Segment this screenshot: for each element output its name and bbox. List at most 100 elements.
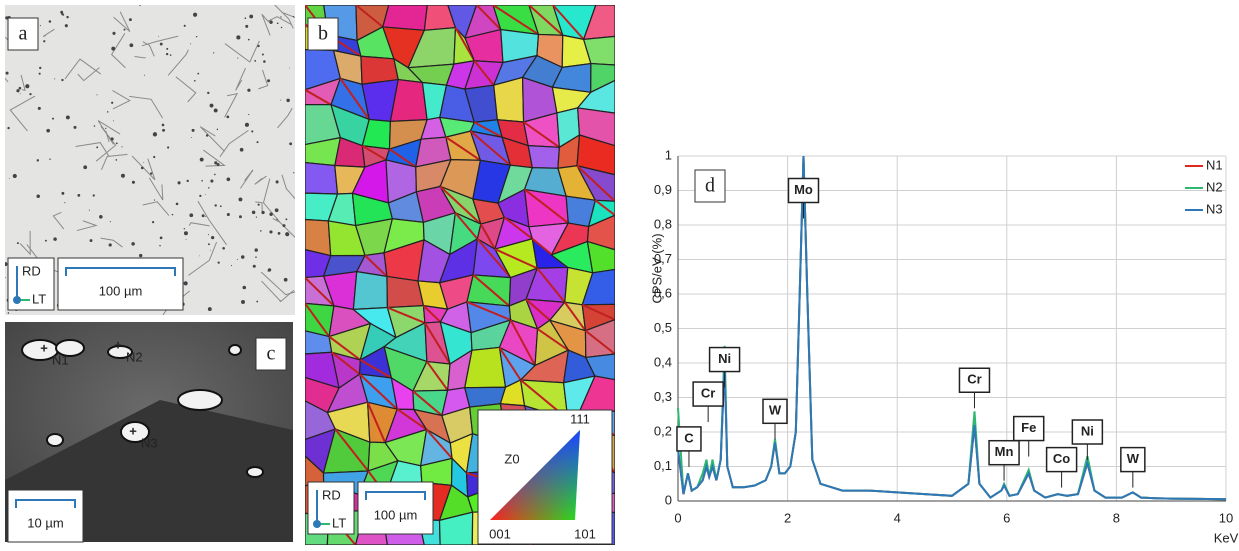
grain <box>587 199 615 228</box>
x-tick-label: 8 <box>1113 510 1120 525</box>
inclusion <box>106 111 109 113</box>
twin <box>454 212 479 240</box>
ipf-corner: 111 <box>570 411 590 426</box>
grain-boundary <box>42 28 55 38</box>
inclusion <box>143 162 145 163</box>
inclusion <box>73 125 77 129</box>
grain-boundary <box>142 201 170 216</box>
twin <box>454 27 476 62</box>
scale-bar <box>15 499 76 508</box>
inclusion <box>244 17 247 20</box>
grain-boundary <box>203 149 226 167</box>
twin <box>492 5 540 36</box>
twin <box>472 274 510 307</box>
inclusion <box>279 300 281 302</box>
inclusion <box>131 180 135 184</box>
inclusion <box>245 24 249 28</box>
inclusion <box>236 258 238 260</box>
inclusion <box>39 66 42 70</box>
inclusion <box>52 117 54 120</box>
inclusion <box>210 179 214 183</box>
y-tick-label: 1 <box>665 147 672 162</box>
grain-boundary <box>19 230 31 256</box>
spectrum-line <box>677 155 1227 501</box>
inclusion <box>18 86 22 90</box>
twin <box>563 301 587 332</box>
inclusion <box>167 146 170 149</box>
inclusion <box>131 242 135 246</box>
ipf-triangle-blue <box>490 430 580 520</box>
twin <box>525 298 551 322</box>
precipitate <box>228 344 242 356</box>
inclusion <box>269 230 273 234</box>
callout-box <box>676 426 702 452</box>
grain-boundary <box>167 49 189 76</box>
precipitate <box>246 466 264 478</box>
inclusion <box>193 79 196 82</box>
twin <box>305 88 332 106</box>
grain-boundary <box>267 16 292 26</box>
inclusion <box>283 277 288 282</box>
inclusion <box>183 231 188 236</box>
grain-boundary <box>75 142 110 157</box>
inclusion <box>209 103 214 108</box>
y-tick-label: 0,2 <box>654 423 672 438</box>
callout-box <box>988 439 1020 466</box>
y-tick-label: 0 <box>665 492 672 507</box>
grain <box>382 5 428 31</box>
callout-box <box>762 398 788 425</box>
grain-boundary <box>112 90 131 110</box>
twin <box>498 346 522 381</box>
inclusion <box>113 120 114 122</box>
panel-label-box <box>255 337 287 371</box>
panel-label: b <box>318 23 328 45</box>
grain <box>352 270 389 311</box>
inclusion <box>8 178 10 179</box>
inclusion <box>48 20 52 23</box>
inclusion <box>236 35 241 40</box>
inclusion <box>128 18 132 22</box>
grain-boundary <box>100 153 128 171</box>
y-tick-label: 0,1 <box>654 458 672 473</box>
y-tick-label: 0,5 <box>654 320 672 335</box>
point-label: N3 <box>141 435 158 450</box>
grain-boundary <box>197 200 228 246</box>
inclusion <box>171 213 174 216</box>
grain-boundary <box>76 220 98 232</box>
inclusion <box>242 285 247 290</box>
twin <box>355 5 384 28</box>
inclusion <box>214 204 217 207</box>
inclusion <box>275 180 279 184</box>
inclusion <box>213 108 218 113</box>
inclusion <box>276 22 279 25</box>
twin <box>396 408 428 431</box>
inclusion <box>36 194 40 198</box>
precipitate <box>177 389 223 411</box>
twin <box>479 223 496 250</box>
inclusion <box>112 31 116 35</box>
scale-box <box>7 489 84 543</box>
inclusion <box>183 24 186 27</box>
twin <box>358 373 398 410</box>
inclusion <box>201 179 203 182</box>
panel-label-box <box>307 17 339 51</box>
inclusion <box>256 141 259 144</box>
inclusion <box>257 203 260 206</box>
inclusion <box>36 159 40 162</box>
inclusion <box>105 127 107 130</box>
point-label: N2 <box>126 349 143 364</box>
inclusion <box>25 84 30 89</box>
inclusion <box>53 237 57 241</box>
grain-boundary <box>131 155 156 181</box>
twin <box>388 148 417 168</box>
axis-label: LT <box>332 515 346 530</box>
callout-box <box>1045 446 1078 473</box>
grain-boundary <box>20 74 26 91</box>
inclusion <box>159 42 163 46</box>
inclusion <box>239 147 244 152</box>
inclusion <box>285 232 290 237</box>
grain-boundary <box>188 241 218 276</box>
y-tick-label: 0,8 <box>654 216 672 231</box>
scale-label: 10 µm <box>27 515 63 530</box>
